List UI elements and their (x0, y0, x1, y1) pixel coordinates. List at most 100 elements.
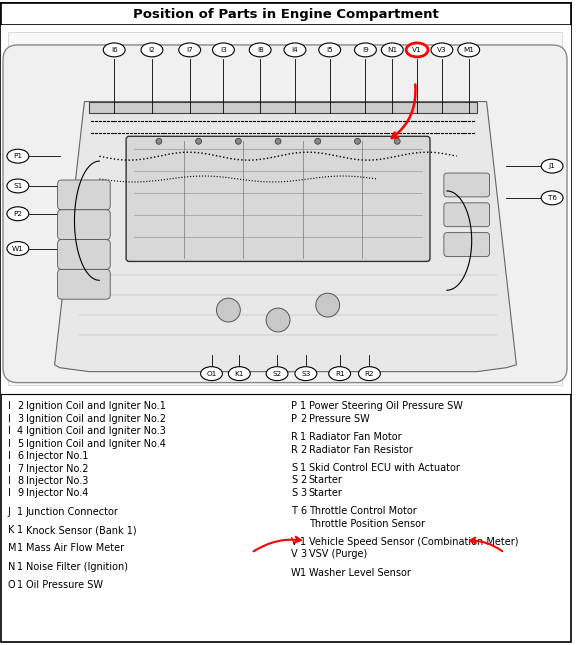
Text: I: I (8, 401, 11, 412)
Text: V3: V3 (437, 47, 447, 53)
Ellipse shape (381, 43, 403, 57)
Ellipse shape (541, 159, 563, 173)
Text: R1: R1 (335, 371, 344, 377)
Text: R: R (291, 432, 298, 442)
Text: N1: N1 (387, 47, 397, 53)
Text: 9: 9 (17, 488, 23, 499)
Text: I8: I8 (257, 47, 264, 53)
Text: P1: P1 (13, 153, 22, 159)
Text: Pressure SW: Pressure SW (309, 414, 370, 424)
FancyBboxPatch shape (126, 136, 430, 261)
Text: K1: K1 (234, 371, 244, 377)
Text: W1: W1 (12, 246, 24, 252)
Text: Ignition Coil and Igniter No.1: Ignition Coil and Igniter No.1 (26, 401, 166, 412)
Text: Throttle Control Motor: Throttle Control Motor (309, 506, 416, 516)
Text: I: I (8, 439, 11, 449)
Text: Junction Connector: Junction Connector (26, 507, 119, 517)
Ellipse shape (354, 43, 376, 57)
Text: 3: 3 (300, 550, 306, 559)
Circle shape (196, 138, 202, 144)
Text: I6: I6 (111, 47, 118, 53)
Text: V: V (291, 537, 298, 547)
Ellipse shape (295, 367, 317, 381)
Text: 1: 1 (300, 537, 306, 547)
Polygon shape (55, 101, 516, 372)
Text: S: S (291, 488, 297, 498)
Ellipse shape (213, 43, 234, 57)
Text: 2: 2 (17, 401, 23, 412)
Text: 2: 2 (300, 414, 306, 424)
Ellipse shape (200, 367, 222, 381)
Circle shape (315, 138, 321, 144)
Circle shape (156, 138, 162, 144)
Text: 1: 1 (17, 544, 23, 553)
Circle shape (275, 138, 281, 144)
Text: V1: V1 (412, 47, 422, 53)
Text: Injector No.4: Injector No.4 (26, 488, 88, 499)
Text: Power Steering Oil Pressure SW: Power Steering Oil Pressure SW (309, 401, 463, 412)
Text: Knock Sensor (Bank 1): Knock Sensor (Bank 1) (26, 525, 137, 535)
Text: 5: 5 (17, 439, 23, 449)
Text: 1: 1 (300, 432, 306, 442)
Text: 2: 2 (300, 475, 306, 486)
Text: VSV (Purge): VSV (Purge) (309, 550, 367, 559)
FancyBboxPatch shape (444, 173, 490, 197)
Text: Ignition Coil and Igniter No.3: Ignition Coil and Igniter No.3 (26, 426, 166, 436)
Text: 1: 1 (17, 580, 23, 590)
Text: 6: 6 (300, 506, 306, 516)
Text: Injector No.3: Injector No.3 (26, 476, 88, 486)
FancyBboxPatch shape (444, 203, 490, 226)
Bar (89, 101, 477, 114)
Ellipse shape (179, 43, 200, 57)
Text: 4: 4 (17, 426, 23, 436)
Text: I9: I9 (362, 47, 369, 53)
Text: S: S (291, 463, 297, 473)
Text: P2: P2 (13, 211, 22, 217)
Text: Throttle Position Sensor: Throttle Position Sensor (309, 519, 425, 529)
Ellipse shape (7, 149, 29, 163)
Text: I4: I4 (291, 47, 298, 53)
Bar (8, 32, 562, 384)
Text: I: I (8, 476, 11, 486)
Text: I2: I2 (149, 47, 156, 53)
Text: 3: 3 (17, 414, 23, 424)
Text: Injector No.1: Injector No.1 (26, 451, 88, 461)
Text: Starter: Starter (309, 488, 343, 498)
Ellipse shape (458, 43, 480, 57)
Text: P: P (291, 401, 297, 412)
Text: 3: 3 (300, 488, 306, 498)
Ellipse shape (406, 43, 428, 57)
Bar (1, 25, 571, 395)
Text: O1: O1 (206, 371, 217, 377)
Text: Vehicle Speed Sensor (Combination Meter): Vehicle Speed Sensor (Combination Meter) (309, 537, 518, 547)
Text: I: I (8, 451, 11, 461)
Text: 7: 7 (17, 464, 23, 473)
FancyBboxPatch shape (58, 210, 110, 239)
Text: 6: 6 (17, 451, 23, 461)
Text: Washer Level Sensor: Washer Level Sensor (309, 568, 411, 578)
Text: R: R (291, 444, 298, 455)
Text: T6: T6 (548, 195, 556, 201)
Text: S1: S1 (13, 183, 22, 189)
Text: Skid Control ECU with Actuator: Skid Control ECU with Actuator (309, 463, 460, 473)
Circle shape (316, 293, 340, 317)
Text: J1: J1 (549, 163, 555, 169)
Text: 1: 1 (300, 568, 306, 578)
Ellipse shape (103, 43, 125, 57)
Text: I: I (8, 414, 11, 424)
Text: I7: I7 (186, 47, 193, 53)
Text: Radiator Fan Motor: Radiator Fan Motor (309, 432, 401, 442)
Text: S2: S2 (272, 371, 282, 377)
Text: V: V (291, 550, 298, 559)
Text: P: P (291, 414, 297, 424)
Text: Ignition Coil and Igniter No.2: Ignition Coil and Igniter No.2 (26, 414, 166, 424)
Text: O: O (8, 580, 16, 590)
Ellipse shape (319, 43, 340, 57)
Text: N: N (8, 562, 16, 572)
Text: 1: 1 (300, 401, 306, 412)
Text: J: J (8, 507, 11, 517)
Text: Ignition Coil and Igniter No.4: Ignition Coil and Igniter No.4 (26, 439, 166, 449)
Text: I: I (8, 488, 11, 499)
Text: Injector No.2: Injector No.2 (26, 464, 88, 473)
Text: 1: 1 (17, 525, 23, 535)
